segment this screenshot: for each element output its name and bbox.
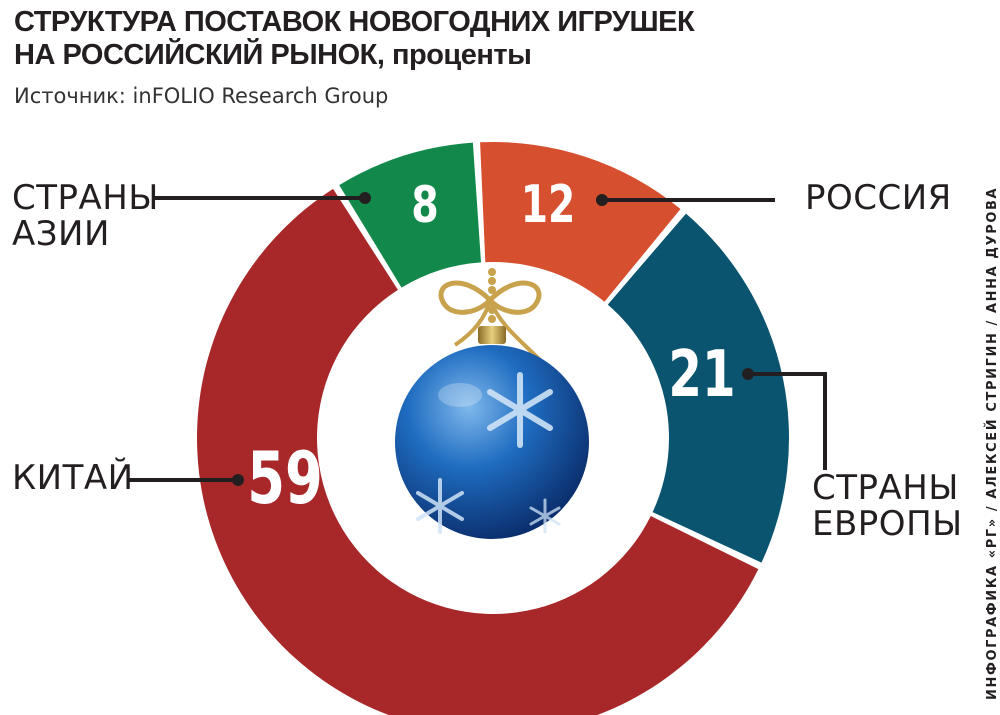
source-note: Источник: inFOLIO Research Group — [14, 84, 389, 108]
title-line-2: НА РОССИЙСКИЙ РЫНОК, проценты — [14, 39, 694, 72]
category-label-1-line-1: СТРАНЫ — [12, 178, 159, 218]
category-label-4-line-1: КИТАЙ — [12, 458, 134, 498]
donut-slice-1 — [339, 142, 482, 288]
leader-line-3 — [748, 372, 827, 470]
chart-title: СТРУКТУРА ПОСТАВОК НОВОГОДНИХ ИГРУШЕК НА… — [14, 6, 695, 72]
value-label-2: 12 — [521, 175, 576, 235]
category-label-3-line-1: СТРАНЫ — [812, 468, 959, 508]
value-label-3: 21 — [668, 338, 735, 412]
title-units: проценты — [391, 39, 532, 71]
category-label-2-line-1: РОССИЯ — [805, 178, 952, 218]
christmas-ornament-icon — [395, 268, 589, 539]
value-label-1: 8 — [411, 176, 439, 234]
category-label-4: КИТАЙ — [12, 460, 134, 496]
leader-dot-1 — [359, 192, 371, 204]
category-label-3: СТРАНЫ ЕВРОПЫ — [812, 470, 963, 542]
donut-slice-2 — [480, 142, 681, 302]
leader-dot-3 — [742, 368, 754, 380]
leader-dot-4 — [232, 474, 244, 486]
donut-slice-3 — [607, 213, 789, 563]
category-label-3-line-2: ЕВРОПЫ — [812, 504, 963, 544]
title-line-2-main: НА РОССИЙСКИЙ РЫНОК, — [14, 39, 385, 71]
value-label-4: 59 — [247, 436, 323, 520]
category-label-1-line-2: АЗИИ — [12, 214, 110, 254]
category-label-2: РОССИЯ — [805, 180, 952, 216]
donut-slice-4 — [197, 188, 759, 715]
leader-dot-2 — [596, 194, 608, 206]
title-line-1: СТРУКТУРА ПОСТАВОК НОВОГОДНИХ ИГРУШЕК — [14, 6, 695, 38]
category-label-1: СТРАНЫ АЗИИ — [12, 180, 159, 252]
